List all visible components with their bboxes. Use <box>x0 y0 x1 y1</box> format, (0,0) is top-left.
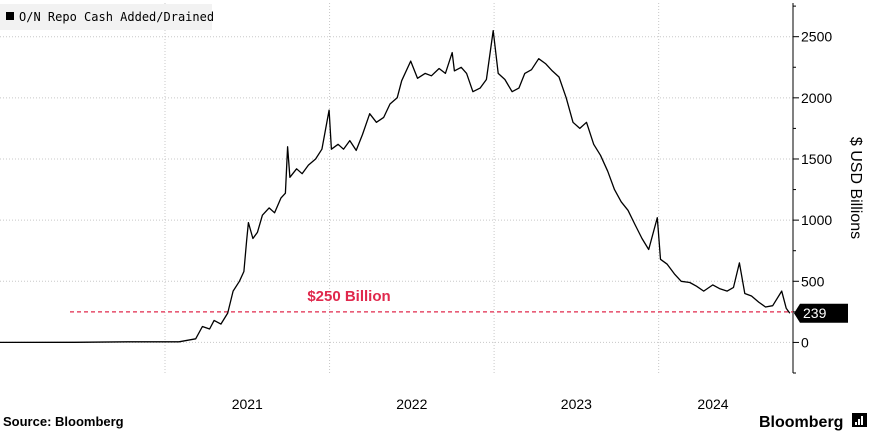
legend: O/N Repo Cash Added/Drained <box>0 4 214 30</box>
source-note: Source: Bloomberg <box>3 414 124 429</box>
chart-icon <box>852 413 867 427</box>
y-axis-label: $ USD Billions <box>847 137 864 239</box>
x-tick-label: 2024 <box>697 396 728 412</box>
y-tick-label: 0 <box>801 334 809 350</box>
last-value-tag: 239 <box>794 303 848 323</box>
x-tick-label: 2021 <box>232 396 263 412</box>
threshold-label: $250 Billion <box>307 288 390 305</box>
last-value-box <box>794 303 848 323</box>
x-tick-label: 2023 <box>561 396 592 412</box>
y-tick-label: 500 <box>801 273 825 289</box>
x-tick-label: 2022 <box>396 396 427 412</box>
gridlines <box>0 3 793 373</box>
y-tick-label: 1000 <box>801 212 832 228</box>
legend-label: O/N Repo Cash Added/Drained <box>19 10 214 24</box>
y-tick-label: 2000 <box>801 90 832 106</box>
legend-background <box>0 4 212 30</box>
axis-ticks: 0 500 1000 1500 2000 2500 2021 2022 2023 2024 <box>232 3 832 412</box>
brand-logo: Bloomberg <box>759 414 843 431</box>
last-value-label: 239 <box>803 305 827 321</box>
series-line <box>0 29 791 344</box>
legend-swatch <box>6 12 14 20</box>
y-tick-label: 1500 <box>801 151 832 167</box>
y-tick-label: 2500 <box>801 29 832 45</box>
